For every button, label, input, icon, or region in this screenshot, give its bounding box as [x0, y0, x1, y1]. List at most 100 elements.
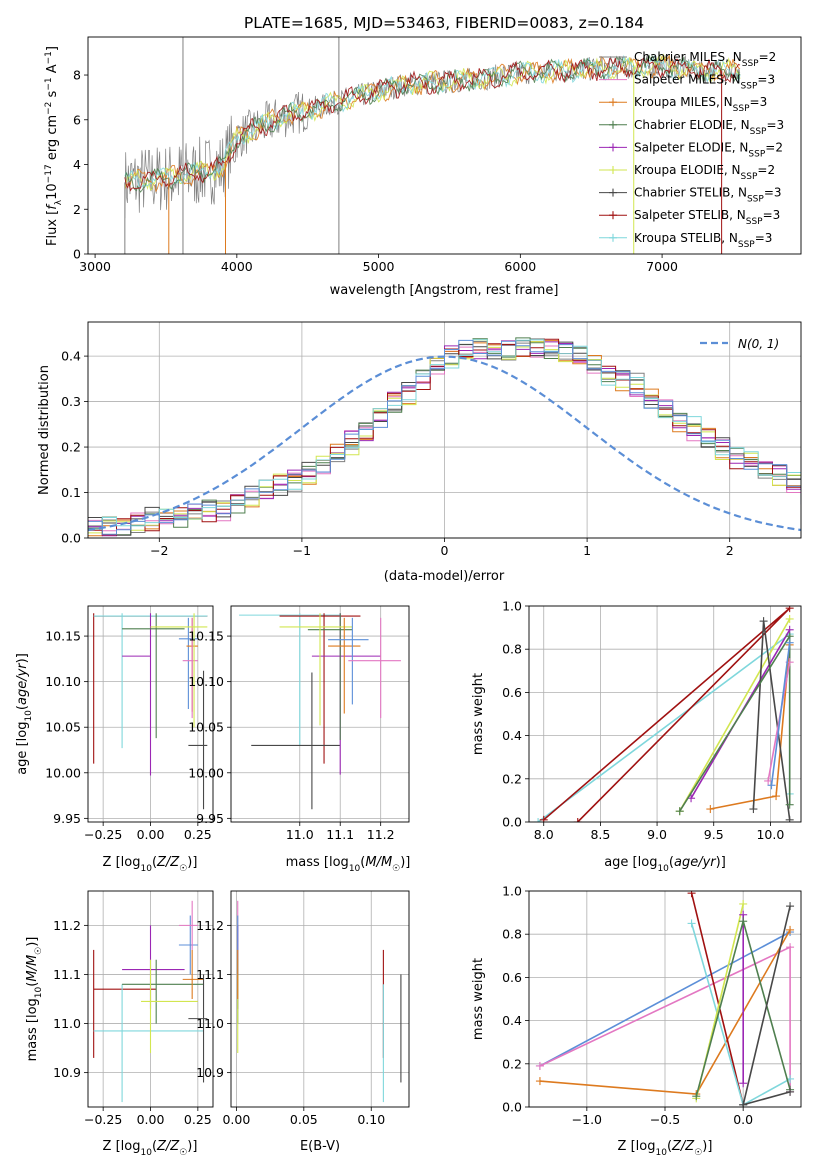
label-part: (	[152, 1139, 157, 1154]
label-part: Chabrier STELIB, N	[634, 186, 747, 200]
x-tick-label: 4000	[221, 259, 253, 274]
label-part: Salpeter MILES, N	[634, 73, 741, 87]
spectrum-model-line	[124, 54, 741, 193]
label-part: SSP	[742, 59, 759, 69]
label-part: ☉	[179, 1148, 187, 1158]
y-tick-label: 11.2	[196, 918, 224, 933]
label-part: SSP	[748, 149, 765, 159]
legend-label: Salpeter STELIB, NSSP=3	[634, 208, 780, 227]
plot-area	[534, 606, 794, 822]
label-part: s	[45, 90, 60, 101]
y-axis-label: mass weight	[471, 958, 486, 1040]
axes-mass-weight-vs-age: 8.0 8.5 9.0 9.5 10.0 0.0 0.2 0.4 0.6 0.8 1.0	[502, 599, 802, 842]
x-tick-label: −2	[150, 543, 168, 558]
label-part: Flux [	[45, 210, 60, 246]
x-tick-label: 9.5	[704, 827, 724, 842]
axes-spectrum: 3000 4000 5000 6000 7000 0 2 4 6 8	[73, 36, 802, 274]
x-tick-label: 6000	[504, 259, 536, 274]
mass-weight-line	[539, 931, 791, 1067]
label-part: )]	[25, 937, 40, 947]
axes-mass-weight-vs-Z: −1.0 −0.5 0.0 0.0 0.2 0.4 0.6 0.8 1.0	[502, 884, 802, 1127]
label-part: (	[25, 982, 40, 987]
x-tick-label: 9.0	[647, 827, 667, 842]
axes-residuals: −2 −1 0 1 2 0.0 0.1 0.2 0.3 0.4	[61, 321, 802, 558]
axes-frame	[87, 890, 214, 1108]
axes-frame	[528, 890, 802, 1108]
y-tick-label: 11.0	[196, 1016, 224, 1031]
plot-area	[535, 891, 795, 1107]
y-axis-label: Flux [fλ10−17 erg cm−2 s−1 A−1]	[44, 46, 64, 246]
x-tick-label: 0.25	[184, 1112, 212, 1127]
label-part: ]	[45, 46, 60, 51]
label-part: λ	[54, 199, 64, 205]
y-tick-label: 0	[73, 247, 81, 262]
label-part: Chabrier MILES, N	[634, 50, 742, 64]
legend-label: Kroupa STELIB, NSSP=3	[634, 231, 772, 250]
plot-area	[237, 900, 402, 1103]
x-axis-label: E(B-V)	[300, 1139, 340, 1154]
label-part: −1	[44, 51, 54, 64]
x-tick-label: 11.1	[326, 827, 354, 842]
axes-mass-vs-Z: −0.25 0.00 0.25 10.9 11.0 11.1 11.2	[53, 890, 214, 1127]
label-part: 10	[45, 183, 60, 200]
mass-weight-line	[679, 618, 791, 812]
normal-reference-curve	[88, 355, 801, 532]
x-axis-label: Z [log10(Z/Z☉)]	[103, 855, 198, 874]
y-tick-label: 0.1	[61, 485, 81, 500]
label-part: age/yr	[674, 855, 717, 870]
label-part: SSP	[750, 127, 767, 137]
x-tick-label: 3000	[79, 259, 111, 274]
label-part: age [log	[604, 855, 657, 870]
plot-area	[88, 337, 801, 537]
y-tick-label: 11.0	[53, 1016, 81, 1031]
y-tick-label: 0.3	[61, 394, 81, 409]
y-tick-label: 0.8	[502, 642, 522, 657]
y-tick-label: 0.4	[502, 728, 522, 743]
legend-label: Chabrier MILES, NSSP=2	[634, 50, 776, 69]
axes-mass-vs-EBV: 0.00 0.05 0.10 10.9 11.0 11.1 11.2	[196, 890, 410, 1127]
x-tick-label: 0.0	[733, 1112, 753, 1127]
mass-weight-line	[690, 893, 744, 1105]
x-axis-label: Z [log10(Z/Z☉)]	[618, 1139, 713, 1158]
label-part: SSP	[747, 195, 764, 205]
label-part: ☉	[392, 864, 400, 874]
y-tick-label: 11.1	[53, 967, 81, 982]
label-part: SSP	[741, 82, 758, 92]
y-tick-label: 0.2	[502, 1056, 522, 1071]
label-part: 10	[655, 1148, 667, 1158]
legend-label: Kroupa MILES, NSSP=3	[634, 95, 767, 114]
label-part: 10	[34, 986, 44, 998]
label-part: )]	[187, 855, 197, 870]
label-part: ☉	[179, 864, 187, 874]
label-part: )]	[15, 653, 30, 663]
label-part: )]	[400, 855, 410, 870]
label-part: ☉	[694, 1148, 702, 1158]
y-tick-label: 0.0	[502, 1100, 522, 1115]
x-axis-label: Z [log10(Z/Z☉)]	[103, 1139, 198, 1158]
y-tick-label: 10.10	[188, 674, 224, 689]
y-tick-label: 10.05	[45, 720, 81, 735]
y-tick-label: 10.9	[53, 1065, 81, 1080]
label-part: age/yr	[15, 662, 30, 705]
y-tick-label: 0.6	[502, 970, 522, 985]
y-tick-label: 0.4	[502, 1013, 522, 1028]
label-part: =3	[764, 186, 782, 200]
x-tick-label: 11.2	[367, 827, 395, 842]
label-part: 10	[349, 864, 361, 874]
x-axis-label: mass [log10(M/M☉)]	[286, 855, 411, 874]
label-part: age [log	[15, 722, 30, 775]
y-tick-label: 6	[73, 112, 81, 127]
x-tick-label: 0.10	[357, 1112, 385, 1127]
axes-frame	[87, 36, 802, 255]
y-tick-label: 2	[73, 202, 81, 217]
y-tick-label: 0.2	[502, 771, 522, 786]
chart-title: PLATE=1685, MJD=53463, FIBERID=0083, z=0…	[244, 14, 644, 32]
label-part: 10	[140, 864, 152, 874]
label-part: Chabrier ELODIE, N	[634, 118, 750, 132]
axes-frame	[230, 605, 410, 823]
y-axis-label: Normed distribution	[37, 365, 52, 495]
axes-frame	[528, 605, 802, 823]
label-part: −17	[44, 164, 54, 183]
label-part: (	[360, 855, 365, 870]
